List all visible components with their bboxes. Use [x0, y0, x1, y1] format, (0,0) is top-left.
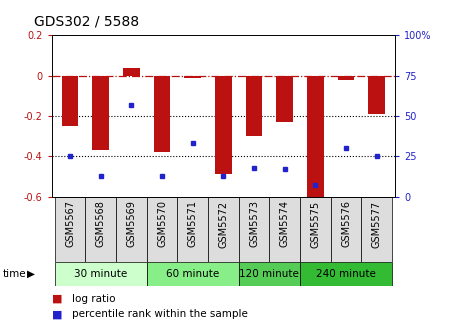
Bar	[147, 197, 177, 262]
Bar	[208, 197, 239, 262]
Bar	[361, 197, 392, 262]
Bar	[300, 262, 392, 286]
Bar	[92, 76, 109, 150]
Bar	[300, 197, 331, 262]
Text: GDS302 / 5588: GDS302 / 5588	[35, 15, 140, 29]
Text: 30 minute: 30 minute	[74, 269, 128, 279]
Text: 60 minute: 60 minute	[166, 269, 219, 279]
Text: percentile rank within the sample: percentile rank within the sample	[72, 309, 248, 319]
Bar	[239, 262, 300, 286]
Text: GSM5568: GSM5568	[96, 201, 106, 247]
Bar	[331, 197, 361, 262]
Text: GSM5575: GSM5575	[310, 201, 321, 248]
Bar	[154, 76, 171, 152]
Text: GSM5567: GSM5567	[65, 201, 75, 248]
Bar	[147, 262, 239, 286]
Text: GSM5572: GSM5572	[218, 201, 229, 248]
Text: GSM5569: GSM5569	[126, 201, 136, 247]
Text: log ratio: log ratio	[72, 294, 115, 304]
Text: GSM5577: GSM5577	[372, 201, 382, 248]
Bar	[85, 197, 116, 262]
Text: GSM5576: GSM5576	[341, 201, 351, 248]
Bar	[307, 76, 324, 197]
Bar	[177, 197, 208, 262]
Text: ■: ■	[52, 309, 62, 319]
Bar	[269, 197, 300, 262]
Text: 120 minute: 120 minute	[239, 269, 299, 279]
Bar	[338, 76, 354, 80]
Bar	[123, 68, 140, 76]
Bar	[55, 197, 85, 262]
Bar	[276, 76, 293, 122]
Text: time: time	[2, 269, 26, 279]
Text: ■: ■	[52, 294, 62, 304]
Bar	[246, 76, 263, 136]
Bar	[116, 197, 147, 262]
Text: GSM5573: GSM5573	[249, 201, 259, 248]
Bar	[215, 76, 232, 174]
Bar	[368, 76, 385, 114]
Text: GSM5571: GSM5571	[188, 201, 198, 248]
Bar	[184, 76, 201, 78]
Bar	[55, 262, 147, 286]
Text: ▶: ▶	[26, 269, 35, 279]
Text: GSM5574: GSM5574	[280, 201, 290, 248]
Text: 240 minute: 240 minute	[316, 269, 376, 279]
Bar	[62, 76, 79, 126]
Text: GSM5570: GSM5570	[157, 201, 167, 248]
Bar	[239, 197, 269, 262]
